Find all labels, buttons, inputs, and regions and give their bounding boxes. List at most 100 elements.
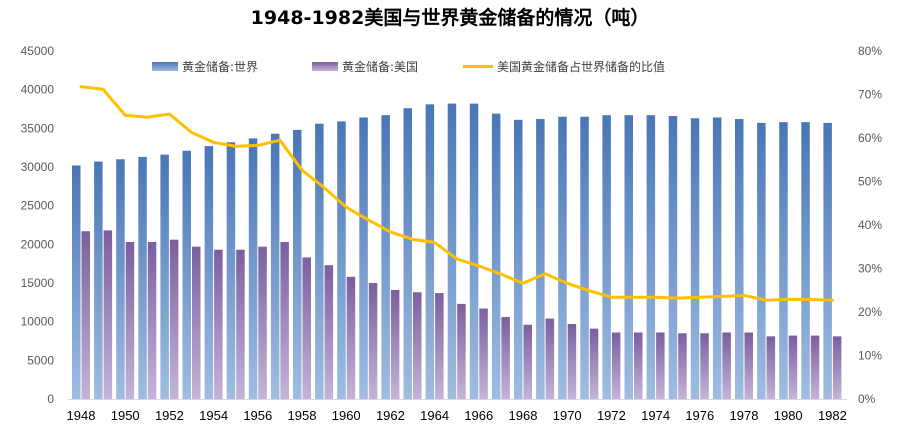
y-right-tick-label: 10% bbox=[858, 349, 882, 363]
bar-world-1950 bbox=[116, 159, 125, 399]
bar-world-1972 bbox=[602, 115, 611, 399]
y-left-tick-label: 15000 bbox=[21, 276, 55, 290]
bar-us-1948 bbox=[81, 231, 90, 399]
bar-us-1951 bbox=[147, 242, 157, 399]
bar-world-1974 bbox=[646, 115, 656, 399]
y-left-tick-label: 20000 bbox=[21, 237, 55, 251]
bar-world-1969 bbox=[536, 119, 545, 400]
bar-us-1967 bbox=[501, 317, 510, 399]
bar-us-1963 bbox=[413, 292, 422, 399]
bar-world-1976 bbox=[690, 118, 700, 399]
bar-us-1981 bbox=[810, 335, 820, 399]
bar-world-1962 bbox=[381, 115, 390, 399]
x-tick-label: 1970 bbox=[553, 408, 582, 423]
bar-us-1950 bbox=[125, 242, 135, 399]
bar-us-1960 bbox=[346, 276, 356, 399]
bar-world-1959 bbox=[315, 123, 324, 399]
y-axis-left: 0 5000 10000 15000 20000 25000 30000 35000 40000… bbox=[21, 44, 55, 406]
bar-us-1964 bbox=[435, 293, 444, 399]
x-tick-label: 1948 bbox=[67, 408, 96, 423]
bar-world-1975 bbox=[668, 115, 678, 400]
y-left-tick-label: 25000 bbox=[21, 199, 55, 213]
bar-world-1979 bbox=[757, 122, 766, 400]
y-axis-right: 0% 10% 20% 30% 40% 50% 60% 70% 80% bbox=[858, 44, 882, 406]
bar-us-1978 bbox=[744, 332, 753, 399]
bar-us-1949 bbox=[103, 230, 113, 399]
y-left-tick-label: 30000 bbox=[21, 160, 55, 174]
bar-us-1972 bbox=[611, 332, 621, 399]
x-tick-label: 1976 bbox=[685, 408, 714, 423]
bar-world-1982 bbox=[823, 122, 832, 400]
legend-label-us: 黄金储备:美国 bbox=[342, 59, 418, 74]
y-right-tick-label: 50% bbox=[858, 175, 882, 189]
bar-us-1961 bbox=[368, 283, 378, 399]
bar-us-1971 bbox=[589, 328, 599, 399]
x-tick-label: 1962 bbox=[376, 408, 405, 423]
bar-world-1958 bbox=[293, 129, 302, 399]
bar-us-1973 bbox=[634, 332, 643, 399]
bar-world-1952 bbox=[160, 154, 169, 399]
bar-world-1965 bbox=[447, 103, 457, 399]
x-tick-label: 1968 bbox=[509, 408, 538, 423]
y-left-tick-label: 45000 bbox=[21, 44, 55, 58]
y-right-tick-label: 70% bbox=[858, 88, 882, 102]
bar-us-1955 bbox=[236, 249, 245, 399]
bar-us-1980 bbox=[788, 335, 798, 399]
bar-world-1953 bbox=[182, 150, 191, 399]
bar-us-1976 bbox=[700, 333, 709, 399]
bar-us-1962 bbox=[390, 289, 400, 399]
bar-us-1952 bbox=[169, 239, 179, 399]
bar-world-1956 bbox=[248, 138, 258, 399]
y-left-tick-label: 0 bbox=[47, 392, 54, 406]
x-tick-label: 1960 bbox=[332, 408, 361, 423]
bar-us-1954 bbox=[214, 249, 223, 399]
y-right-tick-label: 0% bbox=[858, 392, 876, 406]
bar-us-1979 bbox=[766, 336, 776, 399]
bar-world-1955 bbox=[226, 142, 236, 399]
bar-us-1953 bbox=[192, 246, 201, 399]
bar-world-1948 bbox=[72, 165, 81, 399]
bar-us-1957 bbox=[280, 242, 289, 399]
bar-world-1960 bbox=[337, 121, 346, 400]
y-right-tick-label: 20% bbox=[858, 305, 882, 319]
chart-title: 1948-1982美国与世界黄金储备的情况（吨） bbox=[251, 6, 650, 29]
x-tick-label: 1954 bbox=[199, 408, 228, 423]
bar-us-1968 bbox=[523, 324, 532, 399]
legend-label-ratio: 美国黄金储备占世界储备的比值 bbox=[497, 59, 665, 74]
bar-world-1968 bbox=[514, 119, 523, 399]
x-tick-label: 1978 bbox=[730, 408, 759, 423]
bar-world-1977 bbox=[712, 117, 722, 399]
x-tick-label: 1958 bbox=[288, 408, 317, 423]
bar-world-1971 bbox=[580, 116, 589, 399]
bar-world-1963 bbox=[403, 108, 412, 399]
y-right-tick-label: 60% bbox=[858, 131, 882, 145]
bar-world-1961 bbox=[359, 117, 368, 399]
x-tick-label: 1982 bbox=[818, 408, 847, 423]
bar-world-1967 bbox=[491, 113, 501, 399]
legend: 黄金储备:世界 黄金储备:美国 美国黄金储备占世界储备的比值 bbox=[152, 59, 665, 74]
bar-us-1970 bbox=[567, 323, 577, 399]
series-ratio-line bbox=[79, 85, 834, 302]
bar-world-1981 bbox=[801, 122, 810, 400]
x-tick-label: 1972 bbox=[597, 408, 626, 423]
bar-world-1973 bbox=[624, 115, 633, 399]
bar-us-1977 bbox=[722, 332, 731, 399]
series-world-bars bbox=[72, 103, 832, 400]
bar-world-1978 bbox=[735, 119, 744, 400]
bar-world-1957 bbox=[270, 133, 280, 399]
y-right-tick-label: 40% bbox=[858, 218, 882, 232]
bar-world-1964 bbox=[425, 104, 435, 400]
bar-us-1982 bbox=[832, 336, 842, 399]
bar-us-1959 bbox=[324, 265, 334, 399]
bar-world-1980 bbox=[779, 122, 788, 400]
legend-label-world: 黄金储备:世界 bbox=[182, 59, 258, 74]
bar-us-1975 bbox=[678, 333, 687, 399]
x-tick-label: 1956 bbox=[243, 408, 272, 423]
y-left-tick-label: 35000 bbox=[21, 121, 55, 135]
bar-us-1966 bbox=[479, 308, 488, 399]
x-axis: 1948 1950 1952 1954 1956 1958 1960 1962 1964 1966… bbox=[67, 408, 847, 423]
legend-swatch-us bbox=[312, 62, 338, 71]
bar-us-1965 bbox=[457, 303, 466, 399]
x-tick-label: 1980 bbox=[774, 408, 803, 423]
